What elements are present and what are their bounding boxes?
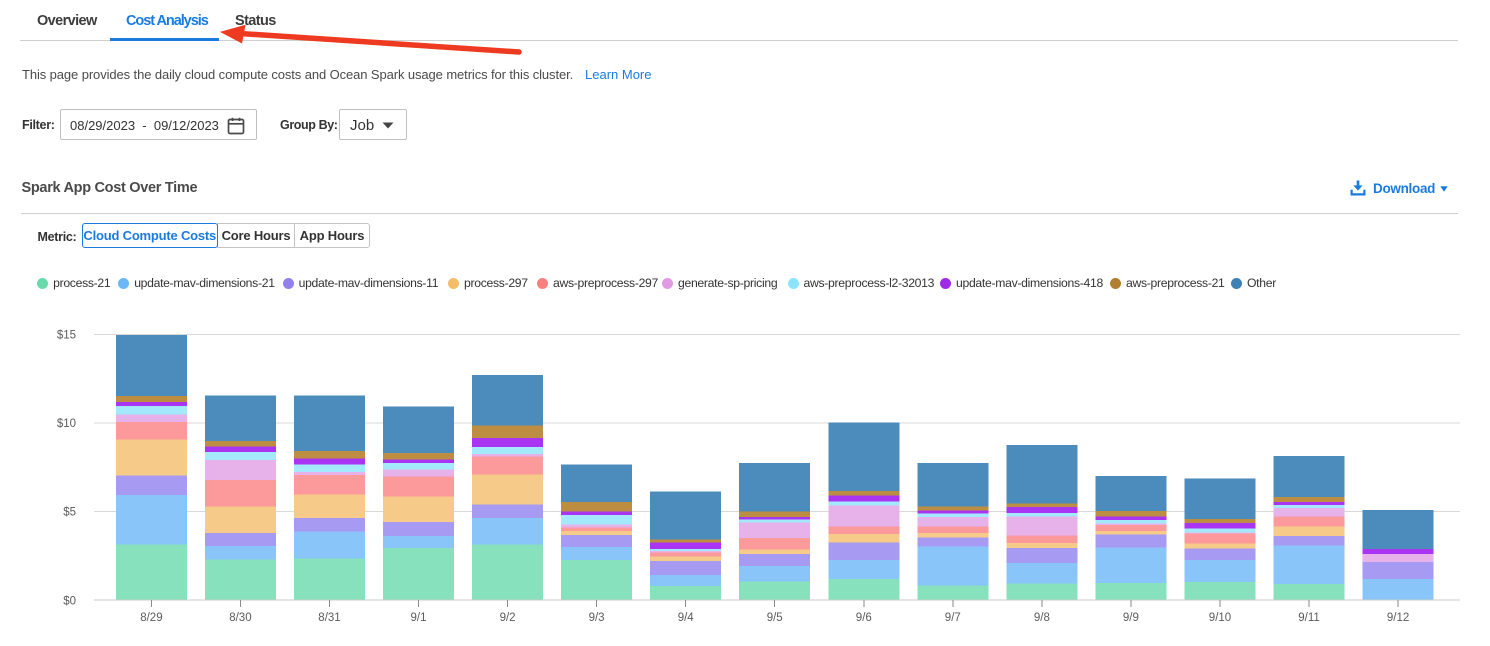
- svg-text:8/30: 8/30: [229, 612, 251, 624]
- svg-text:9/11: 9/11: [1298, 612, 1320, 624]
- svg-text:$5: $5: [63, 507, 76, 519]
- svg-text:$15: $15: [57, 330, 76, 342]
- svg-text:9/8: 9/8: [1034, 612, 1050, 624]
- svg-text:9/2: 9/2: [500, 612, 516, 624]
- svg-text:9/6: 9/6: [856, 612, 872, 624]
- svg-text:9/7: 9/7: [945, 612, 961, 624]
- svg-text:8/31: 8/31: [318, 612, 340, 624]
- svg-text:9/9: 9/9: [1123, 612, 1139, 624]
- svg-text:9/3: 9/3: [589, 612, 605, 624]
- svg-text:$10: $10: [57, 418, 76, 430]
- svg-text:9/12: 9/12: [1387, 612, 1409, 624]
- svg-text:$0: $0: [63, 596, 76, 608]
- svg-text:9/10: 9/10: [1209, 612, 1231, 624]
- svg-text:9/1: 9/1: [411, 612, 427, 624]
- svg-text:9/4: 9/4: [678, 612, 695, 624]
- svg-text:9/5: 9/5: [767, 612, 783, 624]
- svg-text:8/29: 8/29: [140, 612, 162, 624]
